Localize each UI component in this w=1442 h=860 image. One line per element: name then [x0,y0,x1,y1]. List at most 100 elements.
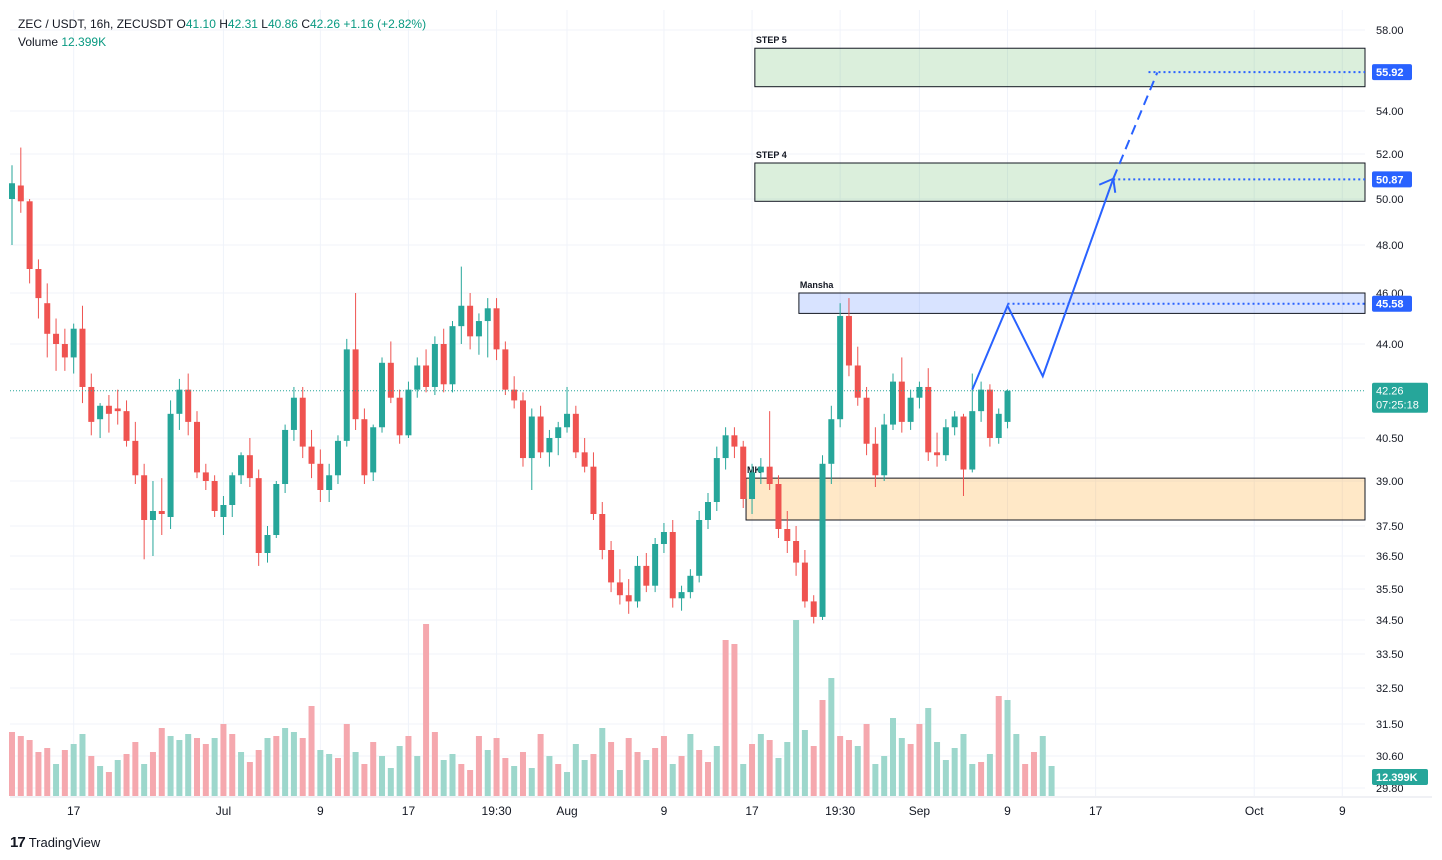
candle [784,511,791,553]
candle [660,523,667,553]
candle [845,298,852,377]
candle [590,452,597,520]
candle [564,386,571,433]
volume-bar [194,738,201,796]
price-level-badge[interactable] [1372,64,1412,81]
candle-body [960,416,967,470]
candle [370,424,377,481]
candle-body [995,413,1002,438]
volume-bar [282,728,289,796]
volume-bar [343,724,350,796]
candle [616,569,623,605]
candle-body [35,269,42,299]
volume-bar [581,760,588,796]
volume-bar [467,770,474,796]
candle-body [678,592,685,599]
candle-body [881,424,888,476]
volume-bar [334,758,341,796]
price-level-badge-label: 45.58 [1376,299,1404,311]
last-price-badge[interactable] [1372,382,1428,413]
candle [652,538,659,593]
candle-body [414,365,421,390]
candle-body [713,458,720,502]
tradingview-logo[interactable]: 17 TradingView [10,834,100,851]
price-level-badge[interactable] [1372,171,1412,188]
candle-body [555,427,562,438]
candle [185,373,192,436]
drawing-layer [10,71,1365,392]
candle-body [264,535,271,553]
candle-body [643,565,650,586]
candle [643,553,650,593]
volume-bar [1022,764,1029,796]
volume-bar [185,734,192,796]
symbol-label[interactable]: ZEC / USDT, 16h, ZECUSDT [18,17,174,31]
candle [854,346,861,406]
volume-bar [669,764,676,796]
zone-box-mansha[interactable] [798,292,1366,314]
candle [766,411,773,490]
volume-bar [149,752,156,796]
candle [1004,389,1011,429]
candle-body [70,328,77,358]
volume-bar [916,724,923,796]
candle-body [405,389,412,436]
volume-bar [722,640,729,796]
x-tick-label: Sep [909,804,931,818]
volume-bar [890,718,896,796]
volume-bar [740,764,747,796]
high-label: H [219,17,228,31]
volume-bar [176,740,183,796]
candle-body [475,321,482,337]
price-level-badge[interactable] [1372,295,1412,312]
volume-bar [97,766,104,796]
candle [149,481,156,556]
x-tick-label: Oct [1245,804,1264,818]
volume-bar [484,750,491,796]
candle-body [801,562,808,602]
countdown-label: 07:25:18 [1376,400,1419,412]
candle [114,389,121,425]
y-tick-label: 50.00 [1376,194,1404,206]
candle-body [326,475,333,490]
projection-dashed[interactable] [1112,72,1159,180]
candle-body [149,511,156,520]
volume-bar [105,772,112,796]
volume-bar [986,754,993,796]
price-axis[interactable]: 58.0054.0052.0050.0048.0046.0044.0040.50… [1372,25,1428,795]
zone-box-step-4[interactable] [754,162,1366,202]
zone-box-mk[interactable] [745,477,1366,521]
candle-body [396,397,403,436]
volume-bar [502,758,509,796]
candle-body [17,185,24,202]
candle [572,405,579,459]
volume-bar [590,754,597,796]
candle-body [625,595,632,602]
y-tick-label: 31.50 [1376,719,1404,731]
chart-grid [10,10,1365,796]
volume-bar [317,750,324,796]
volume-bar [238,752,245,796]
candle [537,405,544,459]
volume-bar [44,748,51,796]
volume-bar [793,620,800,796]
candle-body [238,455,245,476]
candle [423,349,430,393]
candle-body [132,440,139,476]
volume-legend: Volume 12.399K [18,35,106,49]
volume-bar [572,744,579,796]
time-axis[interactable]: 17 Jul 9 17 19:30 Aug 9 17 19:30 Sep 9 17 Oct 9 [10,796,1432,818]
candle-body [105,405,112,414]
candle-body [581,452,588,467]
zone-box-step-5[interactable] [754,47,1366,88]
volume-bar [678,756,685,796]
projection-path[interactable] [971,178,1115,391]
candle-body [942,427,949,456]
candle [158,478,165,535]
candle [273,481,280,538]
volume-bar [546,756,553,796]
open-label: O [176,17,186,31]
volume-label[interactable]: Volume [18,35,59,49]
candle [449,321,456,393]
